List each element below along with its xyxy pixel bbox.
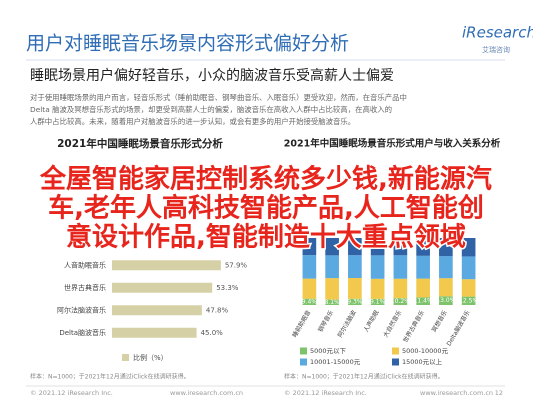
data-label: 53.3% bbox=[216, 284, 239, 292]
legend-label: 5000-10000元 bbox=[402, 347, 449, 355]
bar-segment bbox=[302, 278, 317, 299]
page-title: 用户对睡眠音乐场景内容形式偏好分析 bbox=[26, 33, 349, 55]
bar-segment bbox=[370, 255, 385, 279]
bar-segment bbox=[370, 278, 385, 299]
legend-swatch bbox=[300, 347, 307, 355]
bar-segment bbox=[393, 238, 408, 256]
source-note: 样本：N=1000；于2021年12月通过iClick在线调研获得。 bbox=[30, 373, 190, 381]
bar-segment bbox=[461, 296, 476, 305]
bar-segment bbox=[416, 255, 430, 279]
bar-segment bbox=[416, 278, 430, 298]
bar bbox=[112, 260, 221, 271]
bar-segment bbox=[393, 298, 408, 305]
chart-title: 2021年中国睡眠场景音乐形式用户与收入关系分析 bbox=[284, 138, 501, 150]
legend-label: 比例（%） bbox=[133, 353, 168, 362]
page-number: 12 bbox=[495, 389, 503, 397]
bar-segment bbox=[461, 279, 476, 297]
footer-url: www.iresearch.com.cn bbox=[170, 389, 243, 397]
bar-segment bbox=[348, 238, 362, 256]
data-label: 9.3% bbox=[347, 298, 363, 305]
data-label: 45.0% bbox=[201, 329, 224, 337]
bar-segment bbox=[325, 299, 339, 305]
overlay-text: 车,老年人高科技智能产品,人工智能创 bbox=[48, 193, 484, 224]
bar-segment bbox=[302, 298, 317, 305]
data-label: 9.4% bbox=[302, 298, 318, 305]
bar-segment bbox=[393, 255, 408, 279]
bar-segment bbox=[439, 296, 453, 305]
bar-segment bbox=[393, 278, 408, 299]
bar-segment bbox=[348, 298, 362, 305]
data-label: 9.1% bbox=[370, 298, 386, 305]
data-label: 12.5% bbox=[459, 297, 478, 304]
legend-swatch bbox=[122, 354, 129, 361]
category-label: 世界古典音乐 bbox=[64, 283, 106, 292]
category-label: 阿尔法脑波音乐 bbox=[57, 305, 106, 314]
intro-line: 对于使用睡眠场景的用户而言，轻音乐形式（睡前助眠音、钢琴曲音乐、入眠音乐）更受欢… bbox=[30, 93, 407, 102]
data-label: 8.1% bbox=[325, 299, 341, 306]
bar-segment bbox=[439, 278, 453, 297]
data-label: 47.8% bbox=[206, 306, 229, 314]
bar-segment bbox=[302, 255, 317, 279]
intro-line: 人群中占比较高。未来，随着用户对脑波音乐的进一步认知，或会有更多的用户开始接受脑… bbox=[30, 117, 355, 126]
bar-segment bbox=[461, 238, 476, 257]
legend-label: 15000元以上 bbox=[402, 357, 443, 366]
legend-label: 5000元以下 bbox=[310, 347, 347, 355]
data-label: 13.0% bbox=[436, 297, 455, 304]
bar bbox=[112, 327, 197, 338]
legend-label: 10001-15000元 bbox=[310, 358, 361, 366]
bar-segment bbox=[348, 277, 362, 299]
source-note: 样本：N=1000；于2021年12月通过iClick在线调研获得。 bbox=[284, 373, 444, 381]
bar-segment bbox=[302, 238, 317, 256]
intro-line: Delta 脑波及冥想音乐形式的场景，却更受到高薪人士的偏爱，脑波音乐在高收入人… bbox=[30, 105, 392, 114]
footer-copyright: © 2021.12 iResearch Inc. bbox=[30, 389, 113, 397]
legend-swatch bbox=[300, 358, 307, 366]
chart-title: 2021年中国睡眠场景音乐形式分析 bbox=[57, 137, 223, 150]
bar-segment bbox=[416, 297, 430, 305]
category-label: 人音助眠音乐 bbox=[64, 260, 106, 269]
overlay-text: 意设计作品,智能制造十大重点领域 bbox=[66, 222, 466, 253]
data-label: 10.2% bbox=[391, 298, 410, 305]
bar-segment bbox=[461, 256, 476, 280]
footer-copyright: © 2021.12 iResearch Inc. bbox=[284, 389, 367, 397]
legend-swatch bbox=[392, 358, 399, 366]
data-label: 57.9% bbox=[225, 261, 248, 269]
subtitle: 睡眠场景用户偏好轻音乐，小众的脑波音乐受高薪人士偏爱 bbox=[30, 67, 394, 84]
bar-segment bbox=[370, 298, 385, 305]
bar-segment bbox=[325, 255, 339, 279]
data-label: 11.4% bbox=[414, 298, 433, 305]
legend-swatch bbox=[392, 347, 399, 355]
category-label: Delta脑波音乐 bbox=[59, 328, 106, 337]
logo-sub: 艾瑞咨询 bbox=[482, 45, 510, 54]
bar-segment bbox=[439, 256, 453, 279]
footer-url: www.iresearch.com.cn bbox=[420, 389, 493, 397]
overlay: 全屋智能家居控制系统多少钱,新能源汽车,老年人高科技智能产品,人工智能创意设计作… bbox=[38, 162, 494, 254]
logo: iResearch bbox=[462, 24, 533, 42]
bar-segment bbox=[325, 278, 339, 300]
bar-segment bbox=[348, 255, 362, 278]
bar-segment bbox=[439, 238, 453, 257]
overlay-text: 全屋智能家居控制系统多少钱,新能源汽 bbox=[39, 164, 492, 195]
bar-segment bbox=[416, 238, 430, 256]
bar bbox=[112, 282, 213, 293]
bar-segment bbox=[370, 238, 385, 256]
bar-segment bbox=[325, 238, 339, 256]
bar bbox=[112, 305, 202, 316]
